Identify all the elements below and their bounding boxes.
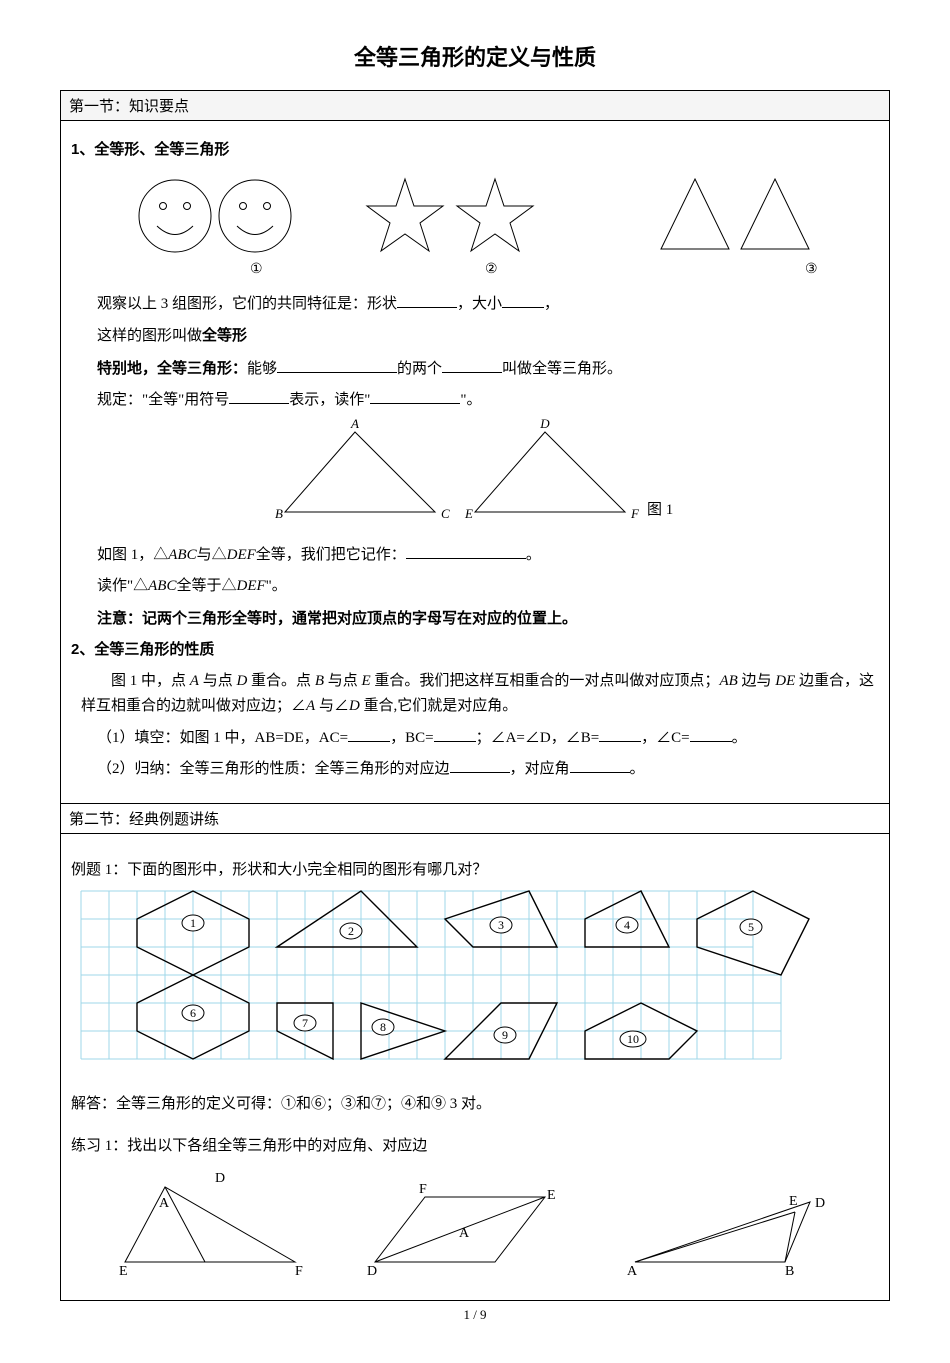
svg-text:5: 5 (748, 920, 754, 934)
svg-text:7: 7 (302, 1016, 308, 1030)
svg-text:F: F (419, 1182, 427, 1197)
example-1: 例题 1：下面的图形中，形状和大小完全相同的图形有哪几对？ (71, 858, 879, 884)
practice-tris: D A E F F E A D E D (71, 1167, 879, 1282)
svg-text:B: B (275, 506, 283, 521)
svg-text:6: 6 (190, 1006, 196, 1020)
svg-text:A: A (627, 1264, 638, 1279)
svg-text:9: 9 (502, 1028, 508, 1042)
label-1: ① (250, 262, 263, 277)
svg-text:2: 2 (348, 924, 354, 938)
tri-fig1-svg: A B C D E F 图 1 (225, 422, 725, 532)
svg-text:D: D (367, 1264, 377, 1279)
svg-text:F: F (295, 1264, 303, 1279)
shapes-grid: 1 2 3 4 5 6 7 8 9 10 (81, 891, 879, 1086)
ru1-line: 如图 1，△ABC与△DEF全等，我们把它记作：。 (71, 543, 879, 569)
answer-1: 解答：全等三角形的定义可得：①和⑥；③和⑦；④和⑨ 3 对。 (71, 1092, 879, 1118)
svg-text:E: E (464, 506, 473, 521)
label-2: ② (485, 262, 498, 277)
observe-line1: 观察以上 3 组图形，它们的共同特征是：形状，大小， (71, 292, 879, 318)
fill-1: （1）填空：如图 1 中，AB=DE，AC=，BC=；∠A=∠D，∠B=，∠C=… (71, 726, 879, 752)
svg-text:3: 3 (498, 918, 504, 932)
guiding-line: 规定："全等"用符号表示，读作""。 (71, 388, 879, 414)
svg-text:D: D (215, 1171, 225, 1186)
svg-text:1: 1 (190, 916, 196, 930)
page-footer: 1 / 9 (60, 1307, 890, 1323)
svg-text:F: F (630, 506, 640, 521)
svg-text:D: D (815, 1196, 825, 1211)
svg-text:E: E (547, 1188, 556, 1203)
note-line: 注意：记两个三角形全等时，通常把对应顶点的字母写在对应的位置上。 (71, 606, 879, 632)
svg-text:10: 10 (627, 1032, 639, 1046)
svg-text:A: A (459, 1226, 470, 1241)
svg-text:D: D (539, 416, 550, 431)
svg-text:A: A (159, 1196, 170, 1211)
fill-2: （2）归纳：全等三角形的性质：全等三角形的对应边，对应角。 (71, 757, 879, 783)
tebie-line: 特别地，全等三角形：能够的两个叫做全等三角形。 (71, 356, 879, 383)
main-frame: 第一节：知识要点 1、全等形、全等三角形 ① (60, 90, 890, 1301)
svg-text:B: B (785, 1264, 794, 1279)
svg-text:C: C (441, 506, 450, 521)
observe-line2: 这样的图形叫做全等形 (71, 323, 879, 350)
fig1-label: 图 1 (647, 501, 673, 518)
read-line: 读作"△ABC全等于△DEF"。 (71, 574, 879, 600)
svg-text:8: 8 (380, 1020, 386, 1034)
para2: 图 1 中，点 A 与点 D 重合。点 B 与点 E 重合。我们把这样互相重合的… (71, 669, 879, 720)
document-title: 全等三角形的定义与性质 (60, 40, 890, 72)
shapes-grid-svg: 1 2 3 4 5 6 7 8 9 10 (81, 891, 841, 1081)
practice-1: 练习 1：找出以下各组全等三角形中的对应角、对应边 (71, 1134, 879, 1160)
section2-header: 第二节：经典例题讲练 (61, 804, 889, 834)
section1-body: 1、全等形、全等三角形 ① (61, 121, 889, 804)
svg-text:E: E (119, 1264, 128, 1279)
shape-pairs-row: ① ② ③ (71, 171, 879, 286)
svg-text:4: 4 (624, 918, 630, 932)
practice-tris-svg: D A E F F E A D E D (95, 1167, 855, 1277)
tri-fig1: A B C D E F 图 1 (71, 422, 879, 537)
svg-text:A: A (350, 416, 359, 431)
heading-1: 1、全等形、全等三角形 (71, 137, 879, 163)
svg-text:E: E (789, 1194, 798, 1209)
section2-body: 例题 1：下面的图形中，形状和大小完全相同的图形有哪几对？ (61, 834, 889, 1301)
section1-header: 第一节：知识要点 (61, 91, 889, 121)
heading-2: 2、全等三角形的性质 (71, 637, 879, 663)
shape-pairs-svg: ① ② ③ (85, 171, 865, 281)
label-3: ③ (805, 262, 818, 277)
